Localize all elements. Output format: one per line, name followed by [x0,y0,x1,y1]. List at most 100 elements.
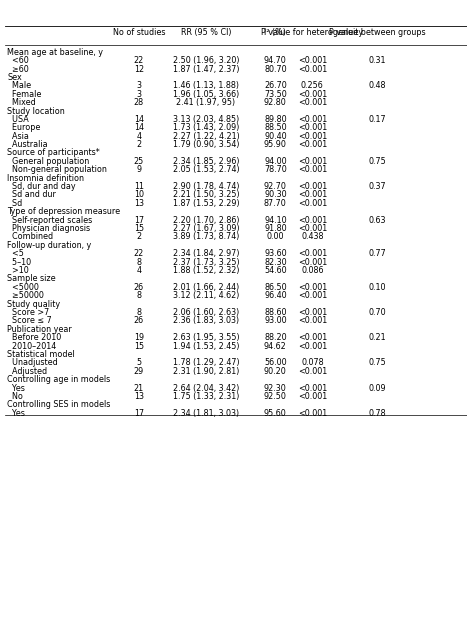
Text: USA: USA [7,115,29,124]
Text: P value between groups: P value between groups [329,27,425,37]
Text: <0.001: <0.001 [298,384,327,392]
Text: 10: 10 [134,191,144,199]
Text: 2.20 (1.70, 2.86): 2.20 (1.70, 2.86) [173,216,239,225]
Text: 14: 14 [134,123,144,132]
Text: 93.60: 93.60 [264,249,287,258]
Text: 21: 21 [134,384,144,392]
Text: 3: 3 [136,90,141,98]
Text: 93.00: 93.00 [264,316,287,325]
Text: 2.21 (1.50, 3.25): 2.21 (1.50, 3.25) [173,191,239,199]
Text: Study location: Study location [7,107,65,115]
Text: 54.60: 54.60 [264,266,287,275]
Text: <0.001: <0.001 [298,291,327,300]
Text: 3.89 (1.73, 8.74): 3.89 (1.73, 8.74) [173,232,239,242]
Text: 1.96 (1.05, 3.66): 1.96 (1.05, 3.66) [173,90,239,98]
Text: 8: 8 [136,308,141,317]
Text: Sd and dur: Sd and dur [7,191,56,199]
Text: Sd, dur and day: Sd, dur and day [7,182,76,191]
Text: 90.40: 90.40 [264,131,287,141]
Text: 0.48: 0.48 [368,82,386,90]
Text: 94.62: 94.62 [264,341,287,351]
Text: Statistical model: Statistical model [7,350,75,359]
Text: 2.27 (1.67, 3.09): 2.27 (1.67, 3.09) [173,224,239,233]
Text: ≥50000: ≥50000 [7,291,44,300]
Text: 94.10: 94.10 [264,216,287,225]
Text: 17: 17 [134,409,144,418]
Text: <0.001: <0.001 [298,123,327,132]
Text: 0.00: 0.00 [267,232,284,242]
Text: <0.001: <0.001 [298,98,327,107]
Text: Asia: Asia [7,131,29,141]
Text: Score >7: Score >7 [7,308,49,317]
Text: <0.001: <0.001 [298,283,327,292]
Text: <0.001: <0.001 [298,258,327,267]
Text: 2.50 (1.96, 3.20): 2.50 (1.96, 3.20) [173,56,239,65]
Text: <5: <5 [7,249,24,258]
Text: Score ≤ 7: Score ≤ 7 [7,316,52,325]
Text: Type of depression measure: Type of depression measure [7,207,120,216]
Text: Unadjusted: Unadjusted [7,358,58,368]
Text: P value for heterogeneity: P value for heterogeneity [261,27,363,37]
Text: 1.46 (1.13, 1.88): 1.46 (1.13, 1.88) [173,82,239,90]
Text: 3.12 (2.11, 4.62): 3.12 (2.11, 4.62) [173,291,239,300]
Text: I² (%): I² (%) [264,27,286,37]
Text: >10: >10 [7,266,29,275]
Text: 92.80: 92.80 [264,98,287,107]
Text: 94.00: 94.00 [264,157,287,166]
Text: 22: 22 [134,56,144,65]
Text: <0.001: <0.001 [298,140,327,149]
Text: <0.001: <0.001 [298,199,327,208]
Text: 2010–2014: 2010–2014 [7,341,56,351]
Text: 8: 8 [136,291,141,300]
Text: 2: 2 [136,140,142,149]
Text: 28: 28 [134,98,144,107]
Text: 56.00: 56.00 [264,358,287,368]
Text: 26: 26 [134,283,144,292]
Text: 92.30: 92.30 [264,384,287,392]
Text: Mixed: Mixed [7,98,36,107]
Text: ≥60: ≥60 [7,65,29,74]
Text: Adjusted: Adjusted [7,367,47,376]
Text: 88.20: 88.20 [264,333,287,342]
Text: RR (95 % CI): RR (95 % CI) [181,27,231,37]
Text: 80.70: 80.70 [264,65,287,74]
Text: 5: 5 [136,358,142,368]
Text: 0.10: 0.10 [368,283,386,292]
Text: <0.001: <0.001 [298,392,327,401]
Text: 86.50: 86.50 [264,283,287,292]
Text: 14: 14 [134,115,144,124]
Text: <0.001: <0.001 [298,65,327,74]
Text: 29: 29 [134,367,144,376]
Text: 12: 12 [134,65,144,74]
Text: 0.37: 0.37 [368,182,386,191]
Text: 95.90: 95.90 [264,140,287,149]
Text: 0.438: 0.438 [301,232,324,242]
Text: <0.001: <0.001 [298,131,327,141]
Text: <0.001: <0.001 [298,224,327,233]
Text: 13: 13 [134,199,144,208]
Text: 0.256: 0.256 [301,82,324,90]
Text: <0.001: <0.001 [298,216,327,225]
Text: 1.94 (1.53, 2.45): 1.94 (1.53, 2.45) [173,341,239,351]
Text: 2: 2 [136,232,142,242]
Text: Yes: Yes [7,384,25,392]
Text: <0.001: <0.001 [298,56,327,65]
Text: <0.001: <0.001 [298,341,327,351]
Text: <0.001: <0.001 [298,165,327,174]
Text: <0.001: <0.001 [298,333,327,342]
Text: Sd: Sd [7,199,22,208]
Text: 73.50: 73.50 [264,90,287,98]
Text: 0.70: 0.70 [368,308,386,317]
Text: 22: 22 [134,249,144,258]
Text: Sex: Sex [7,73,22,82]
Text: Combined: Combined [7,232,53,242]
Text: 1.78 (1.29, 2.47): 1.78 (1.29, 2.47) [173,358,239,368]
Text: 96.40: 96.40 [264,291,287,300]
Text: 4: 4 [136,131,141,141]
Text: 9: 9 [136,165,142,174]
Text: 2.64 (2.04, 3.42): 2.64 (2.04, 3.42) [173,384,239,392]
Text: 88.50: 88.50 [264,123,287,132]
Text: <0.001: <0.001 [298,249,327,258]
Text: Australia: Australia [7,140,48,149]
Text: 1.87 (1.53, 2.29): 1.87 (1.53, 2.29) [173,199,239,208]
